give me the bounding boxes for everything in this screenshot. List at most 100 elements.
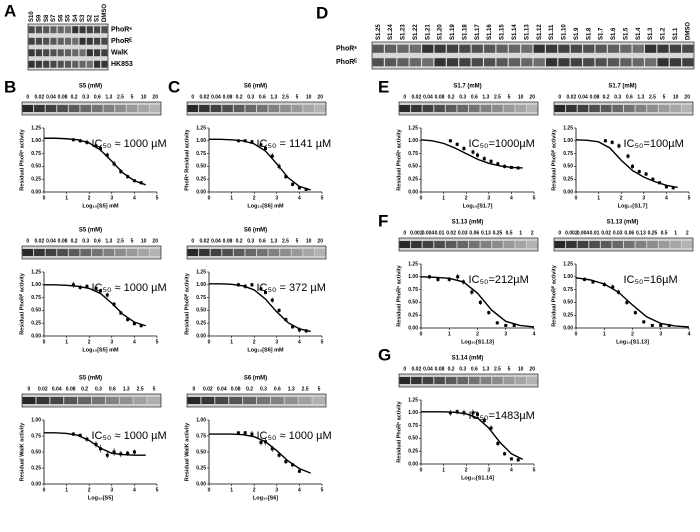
blot-band <box>22 397 36 404</box>
data-point <box>270 154 274 158</box>
lane-label: S1.13 <box>524 24 530 40</box>
concentration-label: 5 <box>508 366 511 372</box>
blot-band <box>79 60 86 68</box>
blot-band <box>422 44 434 53</box>
y-tick-label: 0.00 <box>31 189 41 195</box>
blot-band <box>57 37 64 45</box>
lane-label: S8 <box>44 14 50 22</box>
concentration-label: 2 <box>686 230 689 236</box>
blot-band <box>670 105 681 112</box>
blot-band <box>533 58 545 67</box>
data-point <box>489 159 493 163</box>
blot-band <box>28 60 35 68</box>
data-point <box>582 277 586 281</box>
data-point <box>671 186 675 190</box>
ic50-annotation: IC₅₀=1000µM <box>468 138 534 150</box>
data-point <box>496 162 500 166</box>
data-point <box>243 284 247 288</box>
concentration-label: 0.25 <box>493 230 503 236</box>
blot-band <box>577 105 589 112</box>
blot-band <box>411 377 422 384</box>
lane-label: DMSO <box>102 4 108 22</box>
concentration-label: 5 <box>508 94 511 100</box>
y-tick-label: 0.00 <box>563 325 573 331</box>
chart-title: S5 (mM) <box>79 228 102 234</box>
blot-band <box>199 249 210 256</box>
data-point <box>94 442 98 446</box>
concentration-label: 0.3 <box>459 366 466 372</box>
blot-band <box>682 44 694 53</box>
blot-band <box>422 105 434 112</box>
blot-band <box>72 26 79 34</box>
x-tick-label: 2 <box>88 339 91 345</box>
concentration-label: 0.6 <box>259 238 266 244</box>
blot-band <box>64 37 72 45</box>
concentration-label: 0.08 <box>231 386 241 392</box>
concentration-label: 0.6 <box>471 366 478 372</box>
blot-band <box>57 105 68 112</box>
blot-band <box>86 26 93 34</box>
blot-band <box>515 241 526 248</box>
concentration-label: 0.3 <box>95 386 102 392</box>
data-point <box>277 308 281 312</box>
data-point <box>504 323 508 327</box>
y-tick-label: 0.75 <box>31 433 41 439</box>
y-axis-label: Residual WalK activity <box>184 422 190 481</box>
concentration-label: 20 <box>152 94 158 100</box>
blot-band <box>64 49 72 57</box>
concentration-label: 0 <box>191 94 194 100</box>
data-point <box>476 412 479 416</box>
blot-band <box>187 249 199 256</box>
blot-band <box>86 60 93 68</box>
blot-band <box>72 49 79 57</box>
y-tick-label: 0.00 <box>31 333 41 339</box>
y-tick-label: 0.25 <box>31 177 41 183</box>
plot <box>420 139 523 170</box>
data-point <box>651 177 655 181</box>
blot-band <box>372 44 384 53</box>
blot-band <box>566 241 577 248</box>
y-tick-label: 1.00 <box>31 417 41 423</box>
ic50-annotation: IC₅₀=212µM <box>468 274 528 286</box>
lane-label: S1.17 <box>475 24 481 40</box>
data-point <box>516 458 520 462</box>
blot-band <box>669 58 682 67</box>
blot-strip <box>553 237 694 252</box>
blot-band <box>210 249 222 256</box>
data-point <box>78 433 82 437</box>
blot-band <box>459 44 471 53</box>
blot-band <box>471 58 483 67</box>
concentration-label: 1.3 <box>105 94 112 100</box>
concentration-label: 0.02 <box>35 94 45 100</box>
concentration-label: 0.08 <box>590 94 600 100</box>
blot-band <box>303 105 314 112</box>
concentration-label: 0 <box>558 230 561 236</box>
concentration-label: 0.2 <box>236 238 243 244</box>
concentration-label: 0.08 <box>58 94 68 100</box>
data-point <box>482 157 486 161</box>
y-tick-label: 1.25 <box>31 269 41 275</box>
y-tick-label: 1.25 <box>563 261 573 267</box>
blot-band <box>94 49 101 57</box>
x-tick-label: 4 <box>510 467 513 473</box>
data-point <box>462 411 466 415</box>
data-point <box>626 154 630 158</box>
blot-band <box>78 397 91 404</box>
concentration-label: 0 <box>26 94 29 100</box>
blot-band <box>508 58 521 67</box>
blot-band <box>92 105 103 112</box>
blot-band <box>64 26 72 34</box>
x-tick-label: 1 <box>65 487 68 493</box>
blot-band <box>50 397 64 404</box>
blot-band <box>35 49 42 57</box>
concentration-label: 5 <box>296 94 299 100</box>
data-point <box>291 325 295 329</box>
x-tick-label: 0 <box>43 195 46 201</box>
blot-band <box>469 377 480 384</box>
blot-band <box>503 241 515 248</box>
concentration-label: 0.2 <box>71 94 78 100</box>
x-axis-label: Log₁₀[S1.7] <box>463 203 493 209</box>
x-axis-label: Log₁₀[S5] mM <box>82 203 119 209</box>
concentration-label: 0.04 <box>423 366 433 372</box>
